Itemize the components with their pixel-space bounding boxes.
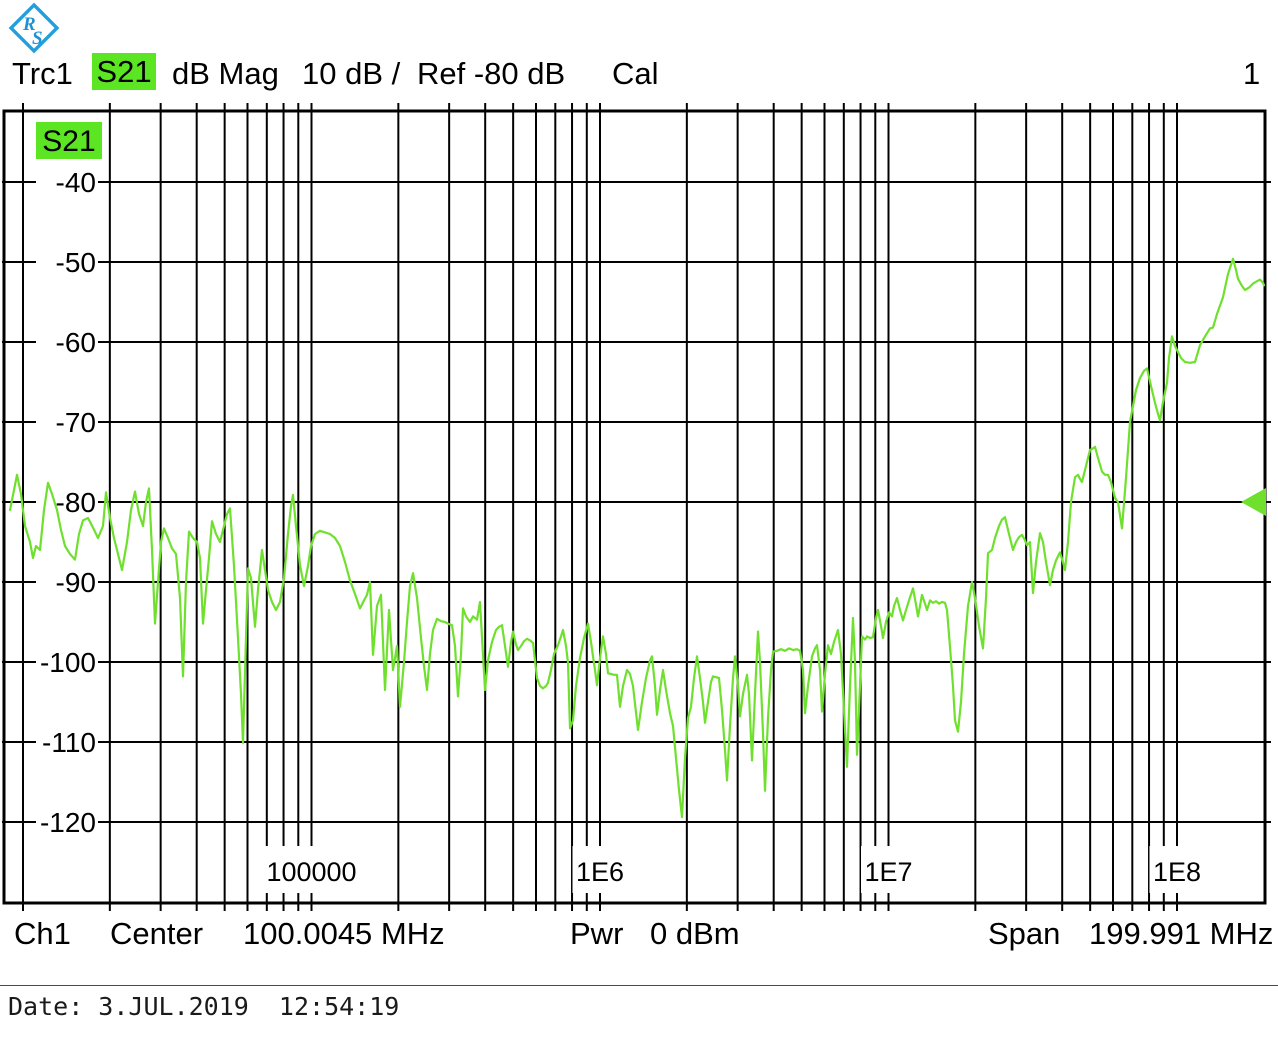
x-label-bg	[861, 846, 916, 893]
y-label-bg	[36, 246, 98, 278]
power-label: Pwr	[570, 916, 624, 951]
span-label: Span	[988, 916, 1061, 951]
y-axis-tick-label: -110	[42, 727, 96, 758]
ref-level-label: Ref -80 dB	[417, 56, 566, 91]
power-value: 0 dBm	[650, 916, 740, 951]
svg-text:R: R	[22, 14, 36, 35]
s21-trace	[8, 257, 1266, 819]
svg-text:S: S	[32, 28, 43, 49]
y-label-bg	[36, 646, 98, 678]
y-axis-tick-label: -80	[56, 487, 96, 518]
plot-frame	[2, 109, 1267, 905]
x-axis-decade-label: 1E8	[1153, 857, 1201, 887]
x-label-bg	[572, 846, 628, 893]
y-axis-tick-label: -50	[56, 247, 96, 278]
x-axis-decade-label: 1E6	[576, 857, 624, 887]
y-axis-tick-label: -120	[40, 807, 96, 838]
ref-level-marker	[1241, 488, 1266, 516]
footer-separator-line	[0, 985, 1278, 986]
y-label-bg	[36, 326, 98, 358]
y-axis-tick-label: -70	[56, 407, 96, 438]
y-axis-tick-label: -100	[40, 647, 96, 678]
channel-label: Ch1	[14, 916, 71, 951]
cal-status-label: Cal	[612, 56, 659, 91]
x-label-bg	[1149, 846, 1205, 893]
x-axis-decade-label: 1E7	[864, 857, 912, 887]
y-label-bg	[36, 726, 98, 758]
diagram-number-label: 1	[1243, 56, 1261, 91]
y-axis-tick-label: -40	[56, 167, 96, 198]
scale-per-div-label: 10 dB /	[302, 56, 401, 91]
center-freq-label: Center	[110, 916, 204, 951]
y-label-bg	[36, 806, 98, 838]
y-label-bg	[36, 566, 98, 598]
y-axis-tick-label: -60	[56, 327, 96, 358]
trace-format-label: dB Mag	[172, 56, 279, 91]
y-axis-tick-label: -90	[56, 567, 96, 598]
span-value: 199.991 MHz	[1089, 916, 1274, 951]
screenshot-date-label: Date: 3.JUL.2019 12:54:19	[8, 992, 400, 1021]
trace-name-label: Trc1	[12, 56, 73, 91]
x-label-bg	[261, 846, 362, 893]
y-label-bg	[36, 406, 98, 438]
center-freq-value: 100.0045 MHz	[243, 916, 445, 951]
rohde-schwarz-logo-icon: R S	[8, 2, 60, 54]
plot-trace-badge-label: S21	[42, 125, 95, 158]
measured-parameter-badge: S21	[92, 53, 156, 90]
plot-trace-badge-bg	[36, 122, 102, 159]
x-axis-decade-label: 100000	[266, 857, 356, 887]
y-label-bg	[36, 166, 98, 198]
